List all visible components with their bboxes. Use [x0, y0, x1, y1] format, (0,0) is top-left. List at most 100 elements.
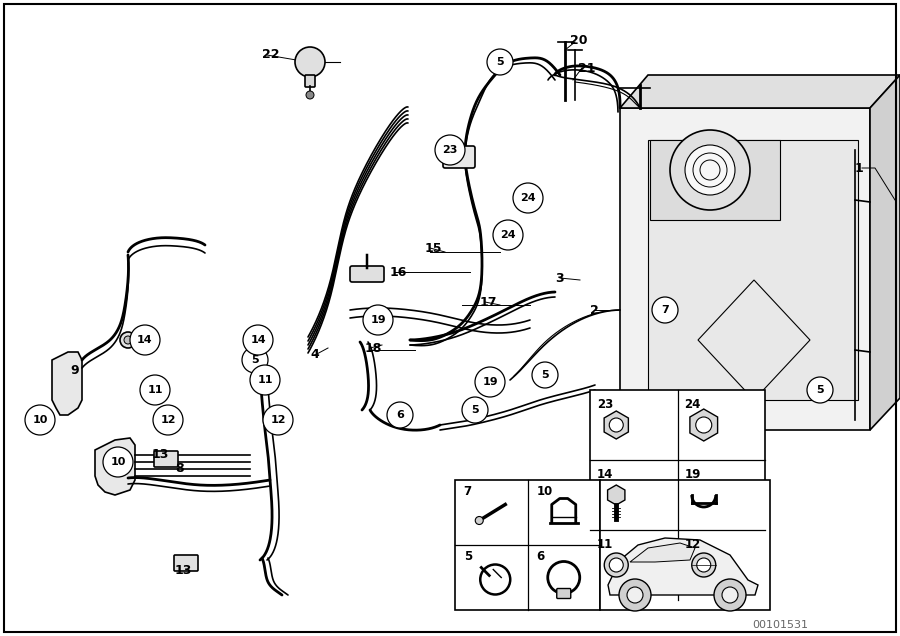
Text: 10: 10	[32, 415, 48, 425]
FancyBboxPatch shape	[350, 266, 384, 282]
Text: 5: 5	[464, 550, 472, 563]
Text: 14: 14	[137, 335, 153, 345]
Circle shape	[697, 558, 711, 572]
Text: 6: 6	[536, 550, 544, 563]
Text: 7: 7	[662, 305, 669, 315]
Circle shape	[250, 365, 280, 395]
Circle shape	[243, 325, 273, 355]
Circle shape	[532, 362, 558, 388]
Text: 14: 14	[597, 468, 614, 481]
FancyBboxPatch shape	[603, 396, 711, 432]
Text: 22: 22	[262, 48, 280, 62]
Circle shape	[475, 516, 483, 525]
Circle shape	[627, 587, 643, 603]
Text: 6: 6	[396, 410, 404, 420]
Text: 24: 24	[520, 193, 536, 203]
Text: 13: 13	[152, 448, 169, 460]
Text: 19: 19	[685, 468, 701, 481]
Text: 19: 19	[370, 315, 386, 325]
Circle shape	[619, 579, 651, 611]
Circle shape	[652, 297, 678, 323]
Text: 19: 19	[482, 377, 498, 387]
Circle shape	[609, 558, 623, 572]
Text: 00101531: 00101531	[752, 620, 808, 630]
Circle shape	[25, 405, 55, 435]
Text: 10: 10	[111, 457, 126, 467]
Text: 21: 21	[578, 62, 596, 74]
Polygon shape	[870, 75, 900, 430]
FancyBboxPatch shape	[600, 480, 770, 610]
Circle shape	[263, 405, 293, 435]
Circle shape	[609, 418, 623, 432]
Text: 14: 14	[250, 335, 266, 345]
Circle shape	[435, 135, 465, 165]
FancyBboxPatch shape	[557, 588, 571, 598]
Text: 23: 23	[597, 398, 613, 411]
Text: 2: 2	[590, 303, 598, 317]
Text: 11: 11	[597, 539, 613, 551]
Text: 17: 17	[480, 296, 498, 308]
Text: 24: 24	[685, 398, 701, 411]
Circle shape	[487, 49, 513, 75]
Polygon shape	[620, 75, 900, 108]
Circle shape	[120, 332, 136, 348]
Circle shape	[591, 398, 623, 430]
Circle shape	[692, 553, 716, 577]
Text: 1: 1	[855, 162, 864, 174]
Circle shape	[295, 47, 325, 77]
Circle shape	[685, 145, 735, 195]
Text: 5: 5	[541, 370, 549, 380]
FancyBboxPatch shape	[154, 451, 178, 467]
Polygon shape	[95, 438, 135, 495]
Circle shape	[493, 220, 523, 250]
Circle shape	[363, 305, 393, 335]
Circle shape	[475, 367, 505, 397]
Text: 15: 15	[425, 242, 443, 254]
Text: 24: 24	[500, 230, 516, 240]
FancyBboxPatch shape	[174, 555, 198, 571]
FancyBboxPatch shape	[455, 480, 600, 610]
Polygon shape	[630, 543, 695, 562]
Circle shape	[513, 183, 543, 213]
Circle shape	[124, 336, 132, 344]
Text: 12: 12	[685, 539, 701, 551]
Text: 3: 3	[555, 272, 563, 284]
Text: 5: 5	[816, 385, 824, 395]
Circle shape	[670, 130, 750, 210]
Polygon shape	[648, 140, 858, 400]
Circle shape	[807, 377, 833, 403]
Polygon shape	[650, 140, 780, 220]
Circle shape	[691, 398, 723, 430]
FancyBboxPatch shape	[443, 146, 475, 168]
Circle shape	[130, 325, 160, 355]
Text: 20: 20	[570, 34, 588, 46]
Text: 5: 5	[496, 57, 504, 67]
Circle shape	[714, 579, 746, 611]
Text: 12: 12	[270, 415, 286, 425]
Text: 11: 11	[257, 375, 273, 385]
Circle shape	[103, 447, 133, 477]
Polygon shape	[698, 280, 810, 400]
Text: 5: 5	[472, 405, 479, 415]
Circle shape	[387, 402, 413, 428]
Circle shape	[242, 347, 268, 373]
Polygon shape	[608, 538, 758, 595]
Polygon shape	[52, 352, 82, 415]
Text: 23: 23	[442, 145, 458, 155]
Text: 11: 11	[148, 385, 163, 395]
Circle shape	[306, 91, 314, 99]
Polygon shape	[620, 108, 870, 430]
Text: 16: 16	[390, 265, 408, 279]
Circle shape	[140, 375, 170, 405]
FancyBboxPatch shape	[590, 390, 765, 600]
Text: 12: 12	[160, 415, 176, 425]
FancyBboxPatch shape	[305, 75, 315, 87]
Text: 7: 7	[464, 485, 472, 498]
Circle shape	[696, 417, 712, 433]
Circle shape	[153, 405, 183, 435]
Circle shape	[722, 587, 738, 603]
Circle shape	[462, 397, 488, 423]
Text: 10: 10	[536, 485, 553, 498]
Text: 4: 4	[310, 349, 319, 361]
Circle shape	[254, 332, 270, 348]
